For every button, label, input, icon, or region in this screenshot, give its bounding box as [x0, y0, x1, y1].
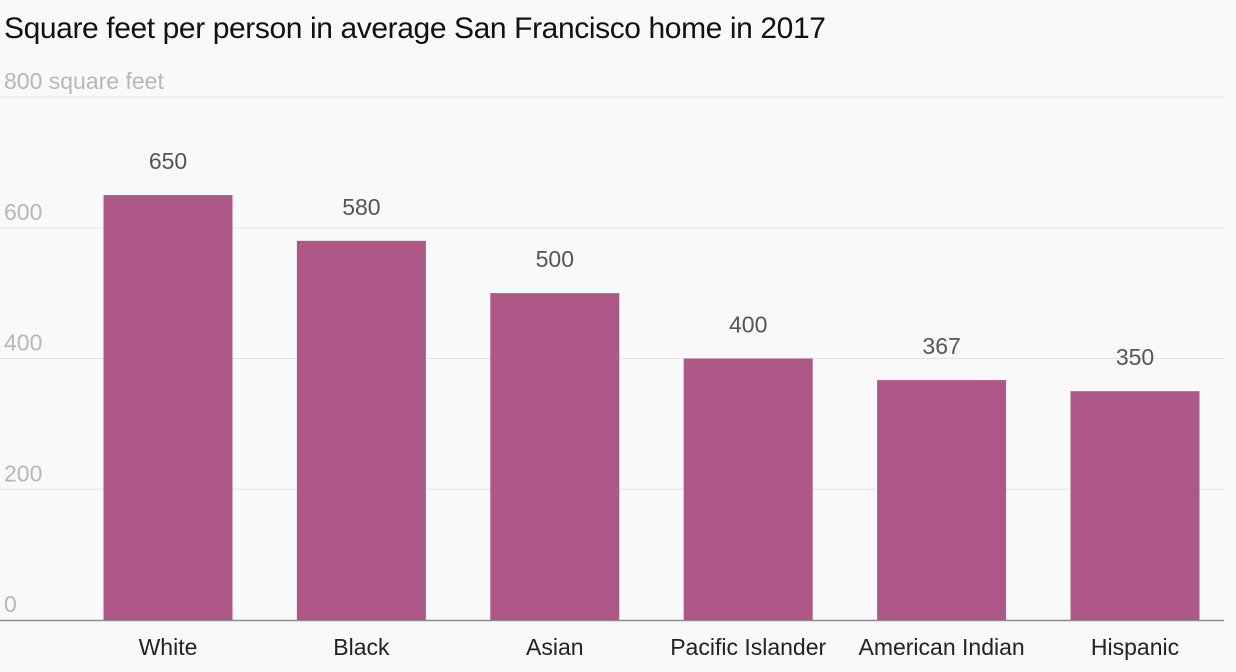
- bar-value-label: 580: [342, 194, 380, 220]
- x-category-label: Pacific Islander: [670, 634, 826, 660]
- x-category-label: American Indian: [858, 634, 1024, 660]
- y-tick-label: 600: [4, 199, 42, 225]
- bar-value-label: 350: [1116, 344, 1154, 370]
- bar: [877, 380, 1007, 620]
- label-layer: 0 200 400 600 800 square feet 650 White 580 Blac…: [4, 68, 1179, 660]
- bar-value-label: 650: [149, 148, 187, 174]
- bar-value-label: 367: [922, 333, 960, 359]
- y-tick-label: 800 square feet: [4, 68, 164, 94]
- x-category-label: White: [139, 634, 198, 660]
- bar: [296, 240, 426, 620]
- chart-title: Square feet per person in average San Fr…: [4, 12, 826, 45]
- bar: [490, 293, 620, 620]
- bar-layer: [103, 195, 1200, 620]
- x-category-label: Black: [333, 634, 390, 660]
- y-tick-label: 200: [4, 460, 42, 486]
- bar: [103, 195, 233, 620]
- x-category-label: Hispanic: [1091, 634, 1179, 660]
- x-category-label: Asian: [526, 634, 584, 660]
- bar-value-label: 400: [729, 312, 767, 338]
- y-tick-label: 0: [4, 591, 17, 617]
- bar-value-label: 500: [536, 246, 574, 272]
- y-tick-label: 400: [4, 330, 42, 356]
- bar: [1070, 391, 1200, 620]
- bar: [683, 358, 813, 620]
